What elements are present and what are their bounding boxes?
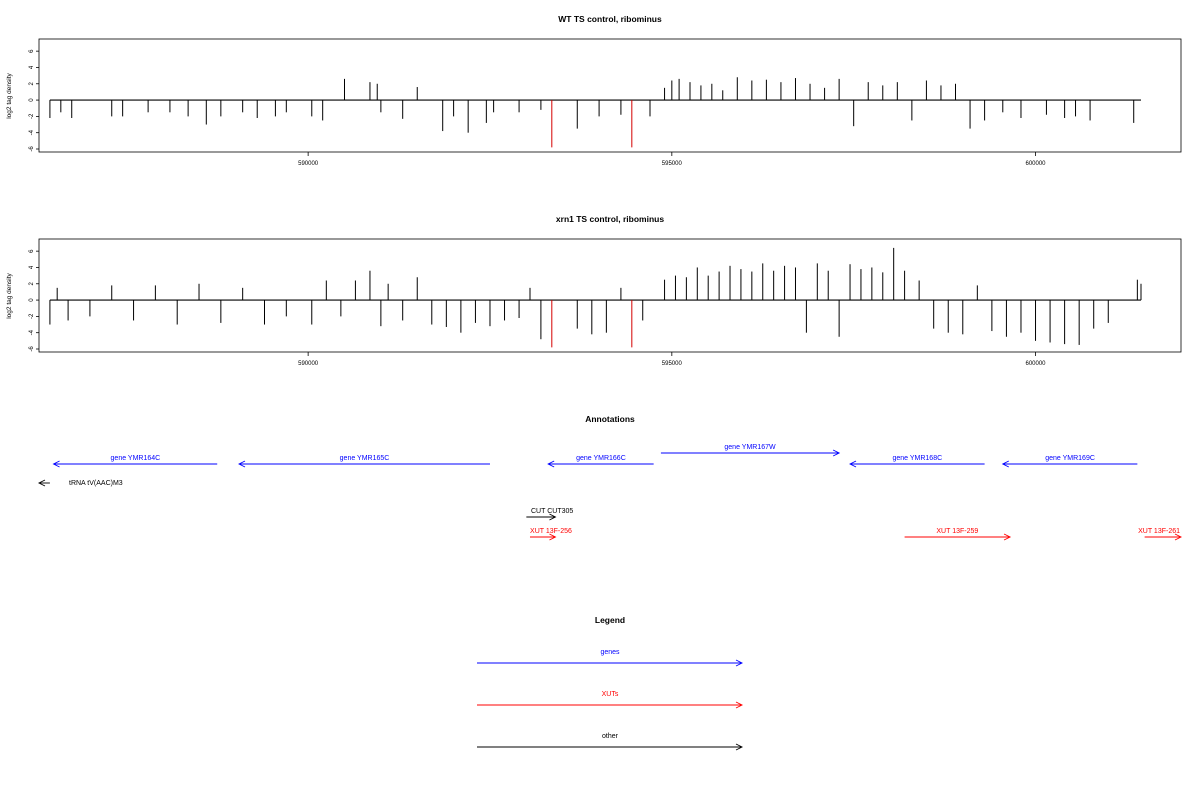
y-tick-label: 2 [29, 281, 35, 285]
legend-label: genes [600, 649, 620, 656]
arrow-head-icon [238, 460, 246, 468]
y-tick-label: -2 [29, 113, 35, 119]
feature-label: gene YMR164C [111, 455, 161, 462]
y-tick-label: 6 [29, 49, 35, 53]
arrow-head-icon [1174, 533, 1183, 541]
feature-xut: XUT 13F-256 [529, 528, 572, 541]
feature-xut: XUT 13F-259 [904, 528, 1012, 541]
x-tick-label: 590000 [298, 161, 319, 167]
feature-label: gene YMR165C [340, 455, 390, 462]
feature-label: XUT 13F-261 [1138, 528, 1180, 535]
xrn1-plot-frame [38, 238, 1182, 353]
feature-label: gene YMR169C [1045, 455, 1095, 462]
feature-gene: gene YMR168C [849, 455, 985, 468]
feature-label: tRNA tV(AAC)M3 [69, 480, 123, 487]
x-tick-label: 590000 [298, 361, 319, 367]
arrow-head-icon [1001, 460, 1009, 468]
arrow-head-icon [549, 533, 557, 541]
arrow-head-icon [37, 479, 46, 487]
xrn1-track-panel: xrn1 TS control, ribominus log2 tag dens… [6, 214, 1182, 367]
legend-title: Legend [595, 615, 625, 625]
y-tick-label: -4 [29, 329, 35, 335]
y-tick-label: 4 [29, 265, 35, 269]
y-tick-label: -4 [29, 129, 35, 135]
legend-label: other [602, 733, 619, 740]
feature-gene: gene YMR167W [660, 444, 841, 457]
y-tick-label: -6 [29, 346, 35, 352]
xrn1-track-title: xrn1 TS control, ribominus [556, 214, 664, 224]
feature-xut: XUT 13F-261 [1138, 528, 1183, 541]
wt-plot-frame [38, 38, 1182, 153]
arrow-head-icon [549, 513, 557, 521]
arrow-head-icon [735, 659, 744, 667]
feature-label: gene YMR167W [724, 444, 776, 451]
xrn1-y-axis-label: log2 tag density [6, 272, 13, 318]
y-tick-label: -6 [29, 146, 35, 152]
x-tick-label: 595000 [662, 161, 683, 167]
feature-gene: gene YMR169C [1001, 455, 1138, 468]
y-tick-label: -2 [29, 313, 35, 319]
annotations-title: Annotations [585, 414, 635, 424]
y-tick-label: 0 [29, 298, 35, 302]
feature-gene: gene YMR166C [547, 455, 654, 468]
arrow-head-icon [735, 743, 744, 751]
feature-label: XUT 13F-259 [936, 528, 978, 535]
x-tick-label: 600000 [1026, 361, 1047, 367]
feature-label: gene YMR168C [892, 455, 942, 462]
arrow-head-icon [735, 701, 744, 709]
legend-item: genes [477, 649, 744, 667]
arrow-head-icon [832, 449, 841, 457]
legend-panel: Legend genes XUTs other [477, 615, 744, 751]
wt-track-panel: WT TS control, ribominus log2 tag densit… [6, 14, 1182, 167]
feature-other: tRNA tV(AAC)M3 [37, 479, 123, 487]
feature-gene: gene YMR164C [52, 455, 218, 468]
y-tick-label: 4 [29, 65, 35, 69]
wt-track-title: WT TS control, ribominus [558, 14, 662, 24]
arrow-head-icon [52, 460, 60, 468]
feature-other: CUT CUT305 [526, 508, 573, 521]
legend-item: other [477, 733, 744, 751]
arrow-head-icon [1003, 533, 1012, 541]
annotations-panel: Annotations gene YMR164C gene YMR165C gene… [37, 414, 1183, 541]
x-tick-label: 600000 [1026, 161, 1047, 167]
y-tick-label: 6 [29, 249, 35, 253]
wt-y-axis-label: log2 tag density [6, 72, 13, 118]
feature-label: XUT 13F-256 [530, 528, 572, 535]
feature-label: CUT CUT305 [531, 508, 573, 515]
x-tick-label: 595000 [662, 361, 683, 367]
feature-gene: gene YMR165C [238, 455, 490, 468]
y-tick-label: 2 [29, 81, 35, 85]
arrow-head-icon [849, 460, 857, 468]
feature-label: gene YMR166C [576, 455, 626, 462]
y-tick-label: 0 [29, 98, 35, 102]
legend-item: XUTs [477, 691, 744, 709]
arrow-head-icon [547, 460, 555, 468]
legend-label: XUTs [602, 691, 619, 698]
